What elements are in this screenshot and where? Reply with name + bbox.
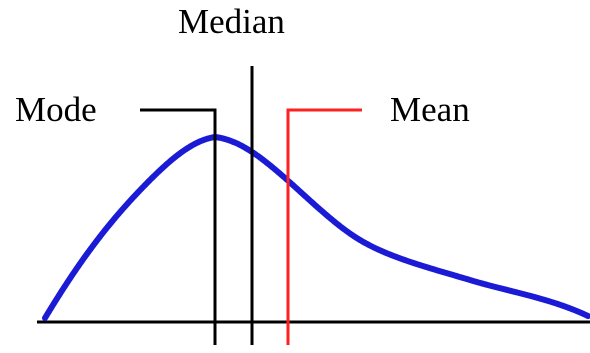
- median-label: Median: [178, 2, 285, 41]
- mode-label: Mode: [15, 90, 97, 129]
- mean-leader-line: [286, 108, 362, 345]
- mean-label: Mean: [390, 90, 470, 129]
- mode-leader-line: [140, 108, 217, 345]
- distribution-curve: [42, 134, 590, 321]
